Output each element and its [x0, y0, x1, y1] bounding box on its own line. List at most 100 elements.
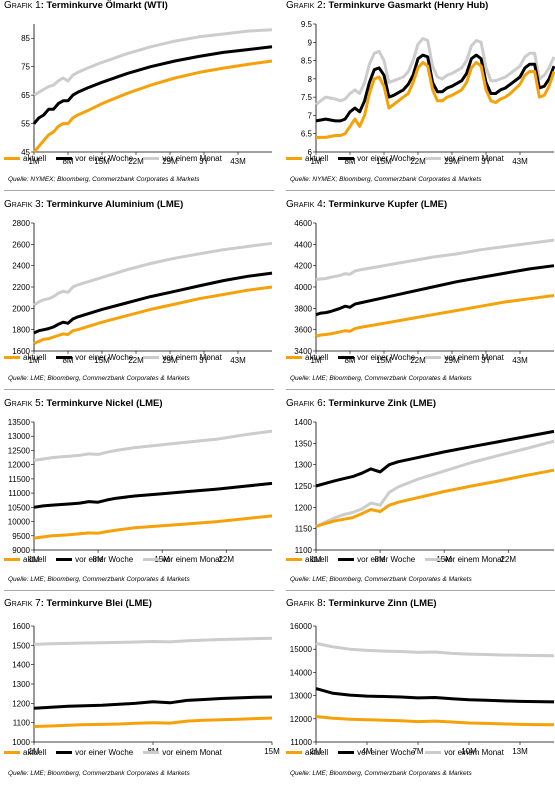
x-tick-label: 22M — [218, 555, 234, 564]
y-tick-label: 85 — [21, 34, 30, 43]
legend-label-aktuell: aktuell — [305, 555, 329, 564]
y-tick-label: 12000 — [8, 461, 31, 470]
y-tick-label: 1300 — [294, 461, 312, 470]
y-tick-label: 1200 — [294, 503, 312, 512]
x-tick-label: 1M — [310, 747, 321, 756]
chart-title-text: : Terminkurve Gasmarkt (Henry Hub) — [322, 0, 489, 11]
y-tick-label: 2000 — [12, 304, 30, 313]
y-tick-label: 2800 — [12, 219, 30, 228]
legend-label-monat: vor einem Monat — [444, 748, 504, 757]
legend-swatch-aktuell — [286, 157, 302, 160]
y-tick-label: 4200 — [294, 262, 312, 271]
y-tick-label: 6 — [308, 148, 313, 157]
y-tick-label: 9500 — [12, 532, 30, 541]
x-tick-label: 15M — [376, 356, 392, 365]
x-tick-label: 8M — [62, 157, 73, 166]
divider — [4, 389, 274, 390]
y-tick-label: 3400 — [294, 347, 312, 356]
x-tick-label: 1M — [28, 157, 39, 166]
y-tick-label: 1800 — [12, 326, 30, 335]
y-tick-label: 1300 — [12, 680, 30, 689]
legend-label-monat: vor einem Monat — [444, 555, 504, 564]
y-tick-label: 75 — [21, 63, 30, 72]
chart-number: Grafik 3 — [4, 199, 41, 210]
chart-panel-4: Grafik 4: Terminkurve Kupfer (LME) 3400 3… — [286, 199, 555, 397]
y-tick-label: 11500 — [8, 475, 30, 484]
chart-panel-6: Grafik 6: Terminkurve Zink (LME) 1100 115… — [286, 398, 555, 596]
series-line-vor-einem-Monat — [315, 37, 555, 106]
divider — [286, 190, 555, 191]
y-tick-label: 1400 — [12, 661, 30, 670]
x-tick-label: 3Y — [199, 157, 209, 166]
series-line-vor-einem-Monat — [33, 636, 273, 646]
y-tick-label: 7.5 — [301, 93, 313, 102]
legend-label-monat: vor einem Monat — [162, 748, 222, 757]
x-tick-label: 3Y — [481, 356, 491, 365]
chart-plot: 9000 9500 10000 10500 11000 11500 12000 12500 13… — [8, 418, 273, 564]
y-tick-label: 16000 — [290, 622, 313, 631]
y-tick-label: 3600 — [294, 326, 312, 335]
chart-number: Grafik 6 — [286, 398, 323, 409]
legend-item-monat: vor einem Monat — [425, 353, 504, 362]
series-line-vor-einer-Woche — [32, 45, 273, 125]
y-tick-label: 15000 — [290, 645, 313, 654]
x-tick-label: 1M — [28, 747, 39, 756]
x-tick-label: 22M — [410, 157, 426, 166]
legend-swatch-woche — [56, 356, 73, 359]
series-line-aktuell — [315, 715, 555, 727]
legend-item-woche: vor einer Woche — [338, 555, 415, 564]
chart-number: Grafik 5 — [4, 398, 41, 409]
y-tick-label: 1500 — [12, 641, 30, 650]
chart-number: Grafik 2 — [286, 0, 323, 11]
x-tick-label: 4M — [361, 747, 372, 756]
chart-plot: 10001100120013001400150016001M8M15M — [12, 622, 280, 756]
legend-swatch-aktuell — [286, 558, 302, 561]
series-line-aktuell — [315, 468, 555, 528]
y-tick-label: 13500 — [8, 418, 31, 427]
x-tick-label: 15M — [436, 555, 452, 564]
legend-label-aktuell: aktuell — [305, 154, 329, 163]
legend-swatch-woche — [56, 558, 73, 561]
legend-item-woche: vor einer Woche — [56, 353, 133, 362]
legend-swatch-monat — [143, 751, 160, 754]
legend-item-monat: vor einem Monat — [425, 154, 504, 163]
legend-swatch-aktuell — [4, 751, 20, 754]
legend-item-aktuell: aktuell — [286, 353, 328, 362]
chart-title-text: : Terminkurve Ölmarkt (WTI) — [40, 0, 168, 11]
y-tick-label: 1600 — [12, 622, 30, 631]
y-tick-label: 12500 — [8, 446, 31, 455]
x-tick-label: 1M — [28, 356, 39, 365]
legend-label-monat: vor einem Monat — [162, 154, 222, 163]
x-tick-label: 29M — [444, 157, 460, 166]
legend-item-monat: vor einem Monat — [143, 748, 222, 757]
chart-source: Quelle: LME; Bloomberg, Commerzbank Corp… — [290, 375, 472, 382]
legend-swatch-monat — [143, 558, 160, 561]
legend-label-woche: vor einer Woche — [75, 154, 134, 163]
chart-source: Quelle: NYMEX; Bloomberg, Commerzbank Co… — [8, 176, 200, 183]
legend-swatch-aktuell — [4, 558, 20, 561]
x-tick-label: 43M — [512, 356, 528, 365]
chart-panel-3: Grafik 3: Terminkurve Aluminium (LME) 16… — [4, 199, 274, 397]
x-tick-label: 10M — [461, 747, 477, 756]
y-tick-label: 14000 — [290, 668, 313, 677]
legend-swatch-woche — [338, 356, 355, 359]
legend-item-aktuell: aktuell — [286, 154, 328, 163]
chart-number: Grafik 4 — [286, 199, 323, 210]
legend-label-monat: vor einem Monat — [444, 154, 504, 163]
legend-item-aktuell: aktuell — [4, 748, 46, 757]
y-tick-label: 1000 — [12, 738, 30, 747]
x-tick-label: 3Y — [199, 356, 209, 365]
chart-title: Grafik 7: Terminkurve Blei (LME) — [4, 598, 152, 609]
y-tick-label: 1350 — [294, 439, 312, 448]
legend-label-aktuell: aktuell — [305, 353, 329, 362]
series-line-vor-einer-Woche — [315, 264, 555, 317]
legend-item-aktuell: aktuell — [4, 555, 46, 564]
legend-swatch-monat — [425, 558, 442, 561]
x-tick-label: 3Y — [481, 157, 491, 166]
chart-legend: aktuell vor einer Woche vor einem Monat — [286, 353, 504, 362]
y-tick-label: 12000 — [290, 715, 313, 724]
chart-plot: 6 6.5 7 7.5 8 8.5 9 9.5 1M 8M 15M 22M 29M 3Y 43M — [301, 20, 555, 166]
y-tick-label: 1600 — [12, 347, 30, 356]
y-tick-label: 13000 — [290, 692, 313, 701]
legend-swatch-aktuell — [286, 751, 302, 754]
